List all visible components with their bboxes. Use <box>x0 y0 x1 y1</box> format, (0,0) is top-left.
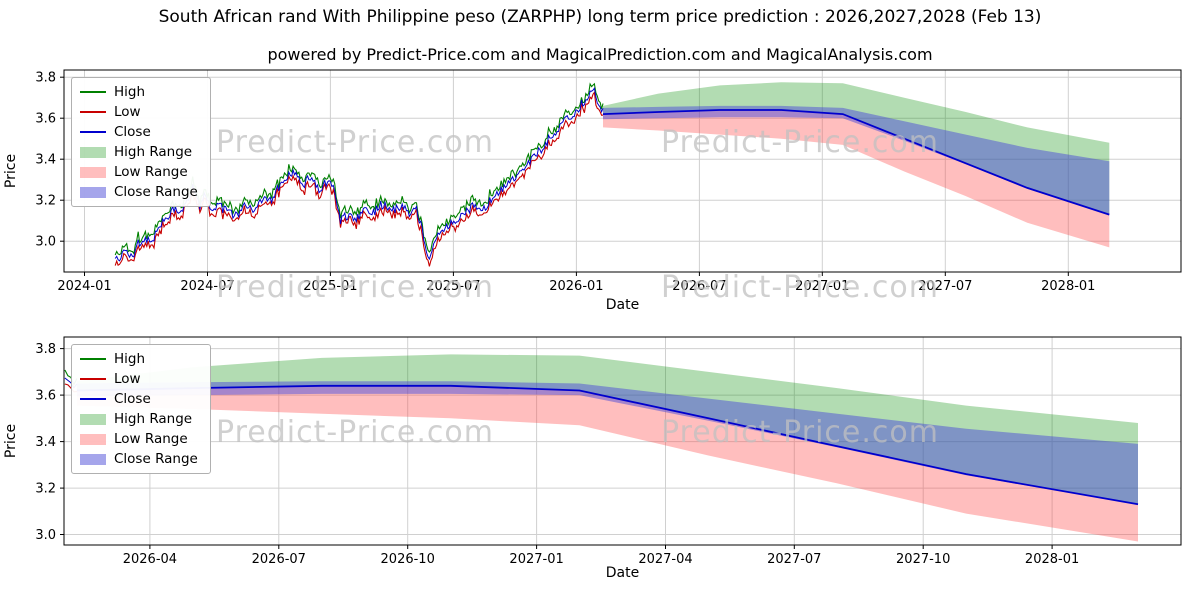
y-tick-label: 3.2 <box>35 482 56 497</box>
x-axis-label: Date <box>606 565 639 581</box>
close-forecast-line <box>602 109 1110 216</box>
x-tick-label: 2026-07 <box>672 279 726 294</box>
legend-item-low: Low <box>80 104 198 120</box>
legend-label: High <box>114 351 146 367</box>
x-tick-label: 2024-07 <box>180 279 234 294</box>
legend-item-high-range: High Range <box>80 144 198 160</box>
legend-label: Close <box>114 124 151 140</box>
high-swatch-icon <box>80 90 106 94</box>
x-axis-label: Date <box>606 297 639 313</box>
figure-subtitle: powered by Predict-Price.com and Magical… <box>267 45 933 64</box>
y-tick-label: 3.4 <box>35 435 56 450</box>
x-tick-label: 2028-01 <box>1025 552 1079 567</box>
legend-label: Close <box>114 391 151 407</box>
y-tick-label: 3.0 <box>35 235 56 250</box>
x-tick-label: 2027-04 <box>638 552 692 567</box>
close-range-swatch-icon <box>80 453 106 465</box>
x-tick-label: 2027-01 <box>795 279 849 294</box>
legend-item-close-range: Close Range <box>80 184 198 200</box>
high-swatch-icon <box>80 357 106 361</box>
legend-label: High <box>114 84 146 100</box>
x-tick-label: 2026-01 <box>549 279 603 294</box>
watermark: Predict-Price.com <box>661 415 939 450</box>
legend-label: Low Range <box>114 164 188 180</box>
close-swatch-icon <box>80 130 106 134</box>
legend-item-high: High <box>80 84 198 100</box>
x-tick-label: 2026-07 <box>252 552 306 567</box>
legend-item-high-range: High Range <box>80 411 198 427</box>
plot-border <box>63 336 1182 546</box>
x-tick-label: 2025-07 <box>426 279 480 294</box>
x-tick-label: 2026-10 <box>381 552 435 567</box>
y-tick-label: 3.0 <box>35 528 56 543</box>
watermark: Predict-Price.com <box>216 270 494 305</box>
legend-item-low-range: Low Range <box>80 164 198 180</box>
high-range-swatch-icon <box>80 146 106 158</box>
legend-item-close-range: Close Range <box>80 451 198 467</box>
close-forecast-line <box>76 384 1139 506</box>
x-tick-label: 2028-01 <box>1041 279 1095 294</box>
x-tick-label: 2026-04 <box>123 552 177 567</box>
watermark: Predict-Price.com <box>216 415 494 450</box>
y-tick-label: 3.4 <box>35 153 56 168</box>
watermark: Predict-Price.com <box>661 270 939 305</box>
y-tick-label: 3.8 <box>35 71 56 86</box>
legend-label: Low Range <box>114 431 188 447</box>
close-range-band <box>603 105 1110 215</box>
legend-label: High Range <box>114 411 193 427</box>
y-tick-label: 3.8 <box>35 342 56 357</box>
low-range-swatch-icon <box>80 166 106 178</box>
legend-item-close: Close <box>80 391 198 407</box>
high-range-swatch-icon <box>80 413 106 425</box>
y-tick-label: 3.2 <box>35 194 56 209</box>
legend-forecast-chart: High Low Close High Range Low Range Close Ran… <box>71 344 211 474</box>
x-tick-label: 2027-07 <box>767 552 821 567</box>
y-tick-label: 3.6 <box>35 389 56 404</box>
legend-label: Close Range <box>114 184 198 200</box>
legend-label: Low <box>114 371 141 387</box>
x-tick-label: 2027-10 <box>896 552 950 567</box>
y-axis-label: Price <box>3 154 19 188</box>
low-swatch-icon <box>80 110 106 114</box>
low-range-band <box>603 110 1110 248</box>
legend-label: Close Range <box>114 451 198 467</box>
y-tick-label: 3.6 <box>35 112 56 127</box>
legend-label: Low <box>114 104 141 120</box>
x-tick-label: 2027-01 <box>509 552 563 567</box>
close-swatch-icon <box>80 397 106 401</box>
watermark: Predict-Price.com <box>216 125 494 160</box>
legend-item-low: Low <box>80 371 198 387</box>
plot-border <box>63 69 1182 273</box>
low-swatch-icon <box>80 377 106 381</box>
legend-label: High Range <box>114 144 193 160</box>
figure-title: South African rand With Philippine peso … <box>158 7 1042 27</box>
close-range-swatch-icon <box>80 186 106 198</box>
x-tick-label: 2025-01 <box>303 279 357 294</box>
legend-history-chart: High Low Close High Range Low Range Close Ran… <box>71 77 211 207</box>
legend-item-close: Close <box>80 124 198 140</box>
legend-item-high: High <box>80 351 198 367</box>
low-range-swatch-icon <box>80 433 106 445</box>
legend-item-low-range: Low Range <box>80 431 198 447</box>
watermark: Predict-Price.com <box>661 125 939 160</box>
y-axis-label: Price <box>3 424 19 458</box>
history-and-forecast-chart: 3.0 3.2 3.4 3.6 3.8 2024-01 2024-07 2025-01 2025… <box>3 69 1182 313</box>
x-tick-label: 2027-07 <box>918 279 972 294</box>
x-tick-label: 2024-01 <box>57 279 111 294</box>
